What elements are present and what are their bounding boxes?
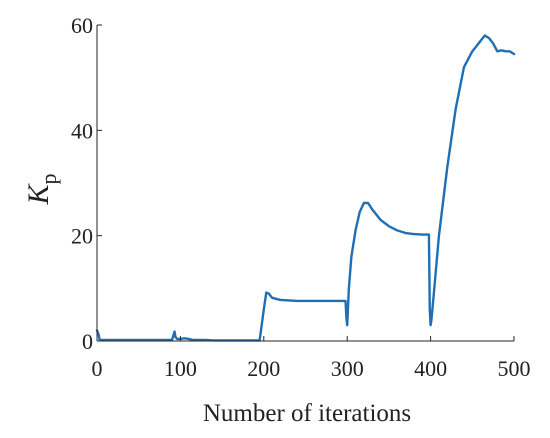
plot-area [95,34,516,342]
x-axis-title: Number of iterations [203,400,411,427]
x-tick-label: 500 [498,356,531,381]
y-axis-title-symbol: K [22,183,55,206]
y-axis-title: Kp [22,173,61,205]
series-line-1 [95,34,516,342]
y-tick-label: 0 [82,329,93,354]
y-tick-label: 60 [71,13,93,38]
y-axis-title-subscript: p [36,173,61,184]
y-axis: 0 20 40 60 [71,13,102,354]
y-tick-label: 40 [71,118,93,143]
x-tick-label: 200 [247,356,280,381]
x-tick-label: 100 [164,356,197,381]
x-axis: 0 100 200 300 400 500 [92,336,531,381]
y-tick-label: 20 [71,224,93,249]
x-tick-label: 300 [331,356,364,381]
x-tick-label: 0 [92,356,103,381]
x-tick-label: 400 [414,356,447,381]
svg-text:Kp: Kp [22,173,61,205]
